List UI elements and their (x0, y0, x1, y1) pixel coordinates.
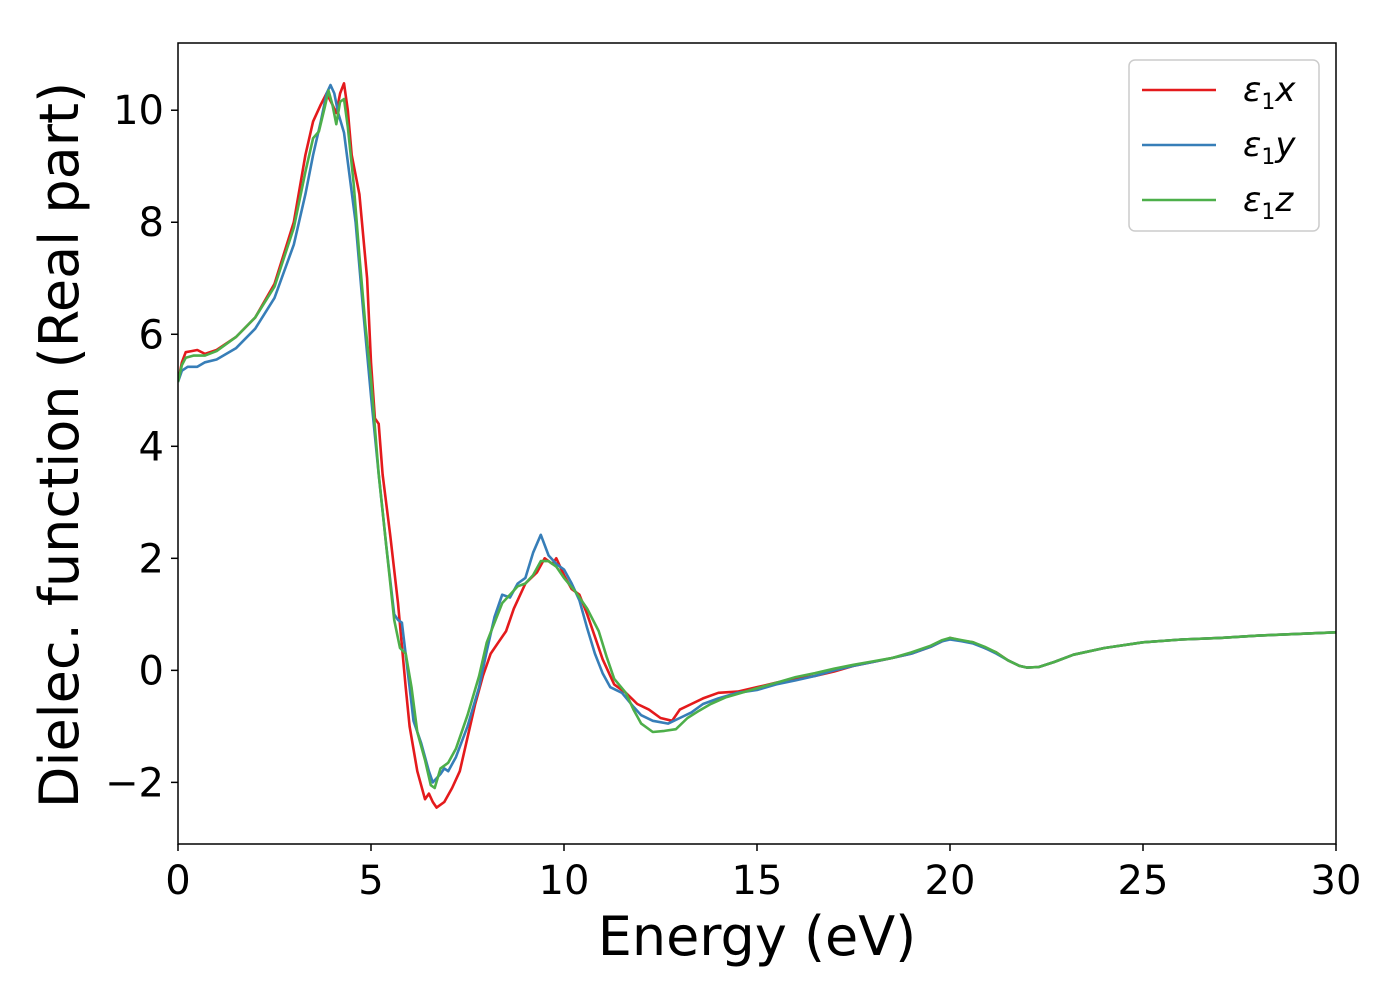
x-axis: 0 5 10 15 20 25 30 (165, 844, 1361, 904)
legend-box (1128, 59, 1320, 232)
y-axis-label: Dielec. function (Real part) (28, 82, 91, 808)
x-tick-label: 25 (1118, 858, 1169, 904)
series-line-3 (178, 89, 1336, 790)
x-tick-label: 20 (925, 858, 976, 904)
y-tick-label: 0 (139, 648, 164, 694)
y-tick-label: 10 (113, 88, 164, 134)
y-tick-label: 6 (139, 312, 164, 358)
x-tick-label: 15 (732, 858, 783, 904)
x-axis-label: Energy (eV) (598, 905, 917, 968)
y-tick-label: 8 (139, 200, 164, 246)
y-tick-label: 4 (139, 424, 164, 470)
y-tick-label: −2 (105, 760, 164, 806)
legend: ε1x ε1y ε1z (1128, 59, 1320, 232)
x-tick-label: 5 (358, 858, 383, 904)
x-tick-label: 10 (539, 858, 590, 904)
legend-label: ε1z (1243, 180, 1294, 225)
y-tick-label: 2 (139, 536, 164, 582)
x-tick-label: 0 (165, 858, 190, 904)
y-axis: −2 0 2 4 6 8 10 (105, 88, 178, 806)
x-tick-label: 30 (1311, 858, 1362, 904)
series-layer (178, 82, 1336, 809)
legend-label: ε1y (1243, 125, 1296, 170)
legend-label: ε1x (1243, 70, 1296, 115)
